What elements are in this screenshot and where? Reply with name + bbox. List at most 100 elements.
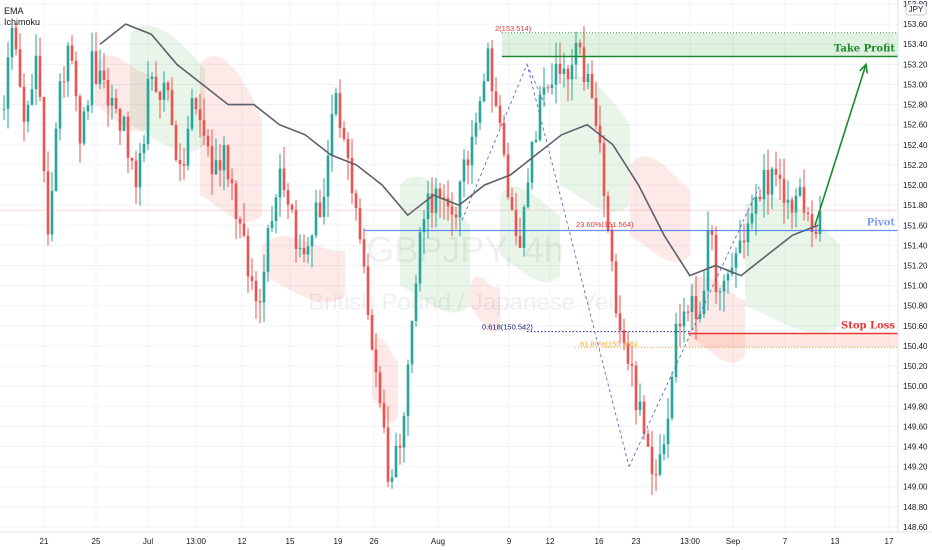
price-tick-label: 150.40	[903, 342, 928, 351]
time-tick-label: 21	[40, 537, 49, 546]
candle-body	[50, 190, 54, 235]
candle-body	[26, 104, 30, 122]
candle-body	[554, 63, 558, 85]
candle-body	[778, 174, 782, 179]
candle-body	[634, 365, 638, 411]
candle-body	[654, 474, 658, 476]
ema-indicator-label[interactable]: EMA	[4, 6, 24, 16]
candle-body	[174, 124, 178, 161]
candle-body	[154, 76, 158, 92]
candle-body	[798, 187, 802, 196]
candle-body	[66, 45, 70, 82]
candle-body	[602, 143, 606, 197]
candle-body	[770, 168, 774, 195]
candle-body	[574, 42, 578, 65]
candle-body	[494, 91, 498, 106]
candle-body	[790, 199, 794, 213]
candle-body	[162, 82, 166, 100]
candle-body	[666, 418, 670, 445]
candle-body	[702, 290, 706, 315]
candle-body	[106, 79, 110, 106]
cloud-segment	[630, 156, 690, 263]
candle-body	[394, 445, 398, 478]
candle-body	[198, 109, 202, 121]
candle-body	[166, 82, 170, 91]
candle-body	[374, 349, 378, 373]
time-tick-label: Jul	[143, 537, 153, 546]
candle-body	[810, 214, 814, 232]
candle-body	[390, 477, 394, 482]
take-profit-zone	[502, 32, 898, 57]
cloud-segment	[200, 55, 262, 222]
price-tick-label: 151.60	[903, 221, 928, 230]
candle-body	[450, 206, 454, 215]
candle-body	[438, 188, 442, 198]
candle-body	[386, 427, 390, 482]
time-tick-label: 12	[238, 537, 247, 546]
symbol-watermark: GBPJPY, 4h British Pound / Japanese Yen	[308, 229, 622, 316]
candle-body	[190, 98, 194, 129]
fib-618pct-label: 61.80%(150.385)	[580, 339, 638, 348]
candle-body	[694, 296, 698, 319]
ema-line	[99, 23, 819, 277]
candle-body	[546, 87, 550, 89]
candle-body	[266, 228, 270, 272]
candle-body	[134, 160, 138, 188]
candle-body	[622, 330, 626, 344]
candle-body	[338, 93, 342, 128]
candle-body	[430, 193, 434, 213]
candle-body	[758, 196, 762, 200]
watermark-symbol: GBPJPY, 4h	[366, 229, 563, 270]
price-tick-label: 150.00	[903, 382, 928, 391]
candle-body	[118, 108, 122, 131]
candle-body	[750, 213, 754, 224]
candle-body	[714, 234, 718, 293]
time-tick-label: Sep	[726, 537, 741, 546]
candle-body	[606, 196, 610, 231]
candle-body	[678, 323, 682, 327]
candle-body	[414, 283, 418, 322]
candle-body	[286, 190, 290, 205]
cloud-segment	[372, 336, 398, 424]
candle-body	[242, 223, 246, 236]
price-tick-label: 153.00	[903, 80, 928, 89]
candle-body	[470, 136, 474, 166]
candlesticks	[2, 23, 822, 495]
candle-body	[186, 128, 190, 166]
candle-body	[138, 153, 142, 188]
candle-body	[246, 235, 250, 277]
harmonic-pattern-line	[526, 64, 546, 105]
price-tick-label: 150.80	[903, 302, 928, 311]
candle-body	[734, 253, 738, 268]
time-tick-label: 15	[286, 537, 295, 546]
candle-body	[618, 313, 622, 331]
time-tick-label: 26	[370, 537, 379, 546]
price-tick-label: 150.20	[903, 362, 928, 371]
candle-body	[398, 445, 402, 448]
candle-body	[558, 63, 562, 75]
time-axis[interactable]: 21 25 Jul 13:00 12 15 19 26 Aug 9 12 16 23 13:00 Sep 7 1…	[0, 531, 932, 546]
price-tick-label: 152.60	[903, 121, 928, 130]
cloud-segment	[262, 236, 345, 303]
candle-body	[42, 96, 46, 172]
candle-body	[754, 196, 758, 214]
price-tick-label: 151.80	[903, 201, 928, 210]
candle-body	[638, 401, 642, 411]
candle-body	[258, 301, 262, 303]
ichimoku-indicator-label[interactable]: Ichimoku	[4, 17, 41, 27]
candle-body	[802, 187, 806, 213]
candle-body	[34, 55, 38, 90]
candle-body	[746, 223, 750, 243]
ema-path	[99, 23, 819, 277]
price-axis[interactable]: 153.80153.60153.40153.20153.00152.80152.…	[897, 0, 932, 550]
candle-body	[514, 209, 518, 236]
candle-body	[194, 98, 198, 110]
candle-body	[458, 181, 462, 218]
candle-body	[110, 97, 114, 106]
candle-body	[534, 139, 538, 142]
candle-body	[238, 218, 242, 224]
currency-badge[interactable]	[905, 3, 927, 16]
fib-2-label: 2(153.514)	[495, 24, 532, 33]
candle-body	[254, 280, 258, 302]
